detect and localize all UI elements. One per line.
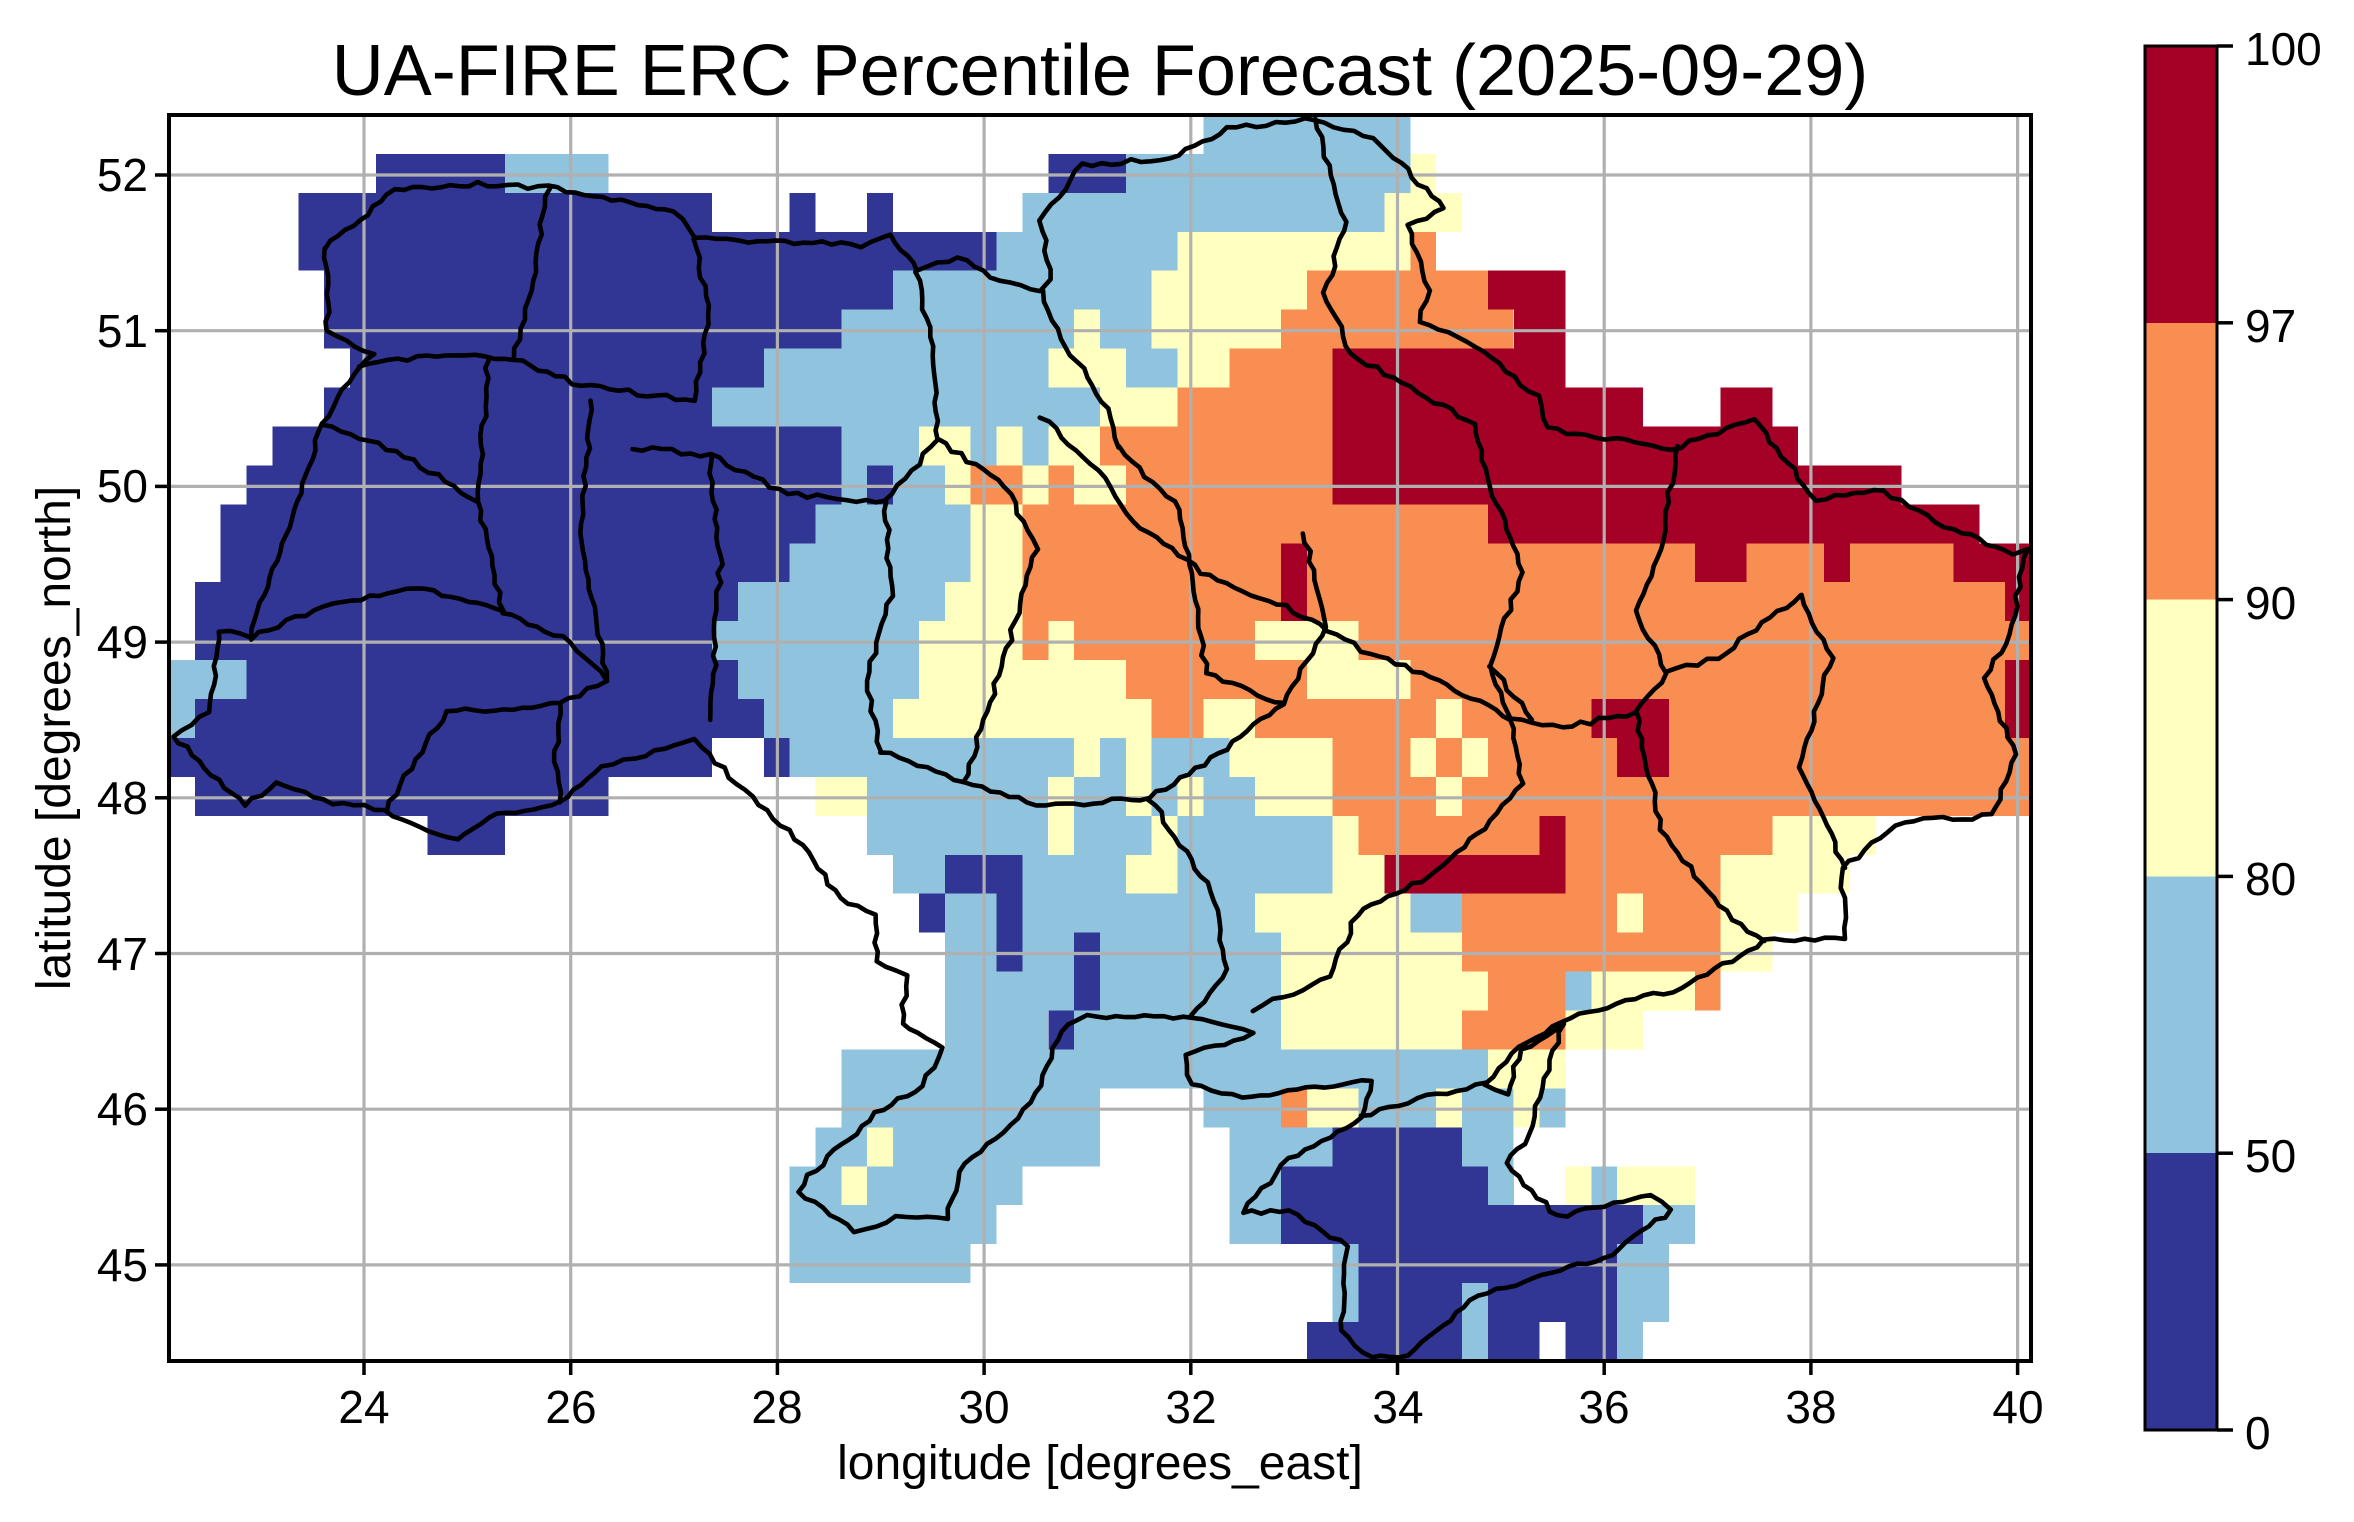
- svg-text:26: 26: [545, 1381, 596, 1433]
- svg-text:38: 38: [1785, 1381, 1836, 1433]
- svg-text:32: 32: [1165, 1381, 1216, 1433]
- svg-text:UA-FIRE ERC Percentile Forecas: UA-FIRE ERC Percentile Forecast (2025-09…: [332, 31, 1869, 111]
- svg-text:40: 40: [1992, 1381, 2043, 1433]
- svg-text:30: 30: [958, 1381, 1009, 1433]
- svg-text:48: 48: [97, 772, 148, 824]
- svg-text:100: 100: [2245, 23, 2322, 75]
- svg-text:97: 97: [2245, 300, 2296, 352]
- svg-text:latitude [degrees_north]: latitude [degrees_north]: [28, 486, 81, 990]
- svg-text:longitude [degrees_east]: longitude [degrees_east]: [837, 1437, 1363, 1490]
- svg-text:46: 46: [97, 1083, 148, 1135]
- svg-text:47: 47: [97, 928, 148, 980]
- svg-text:49: 49: [97, 616, 148, 668]
- svg-text:90: 90: [2245, 577, 2296, 629]
- svg-text:36: 36: [1578, 1381, 1629, 1433]
- svg-text:24: 24: [338, 1381, 389, 1433]
- svg-text:34: 34: [1372, 1381, 1423, 1433]
- svg-text:51: 51: [97, 305, 148, 357]
- svg-text:0: 0: [2245, 1407, 2271, 1459]
- svg-text:45: 45: [97, 1239, 148, 1291]
- svg-text:28: 28: [751, 1381, 802, 1433]
- svg-text:52: 52: [97, 149, 148, 201]
- svg-text:50: 50: [2245, 1130, 2296, 1182]
- svg-text:80: 80: [2245, 853, 2296, 905]
- svg-text:50: 50: [97, 460, 148, 512]
